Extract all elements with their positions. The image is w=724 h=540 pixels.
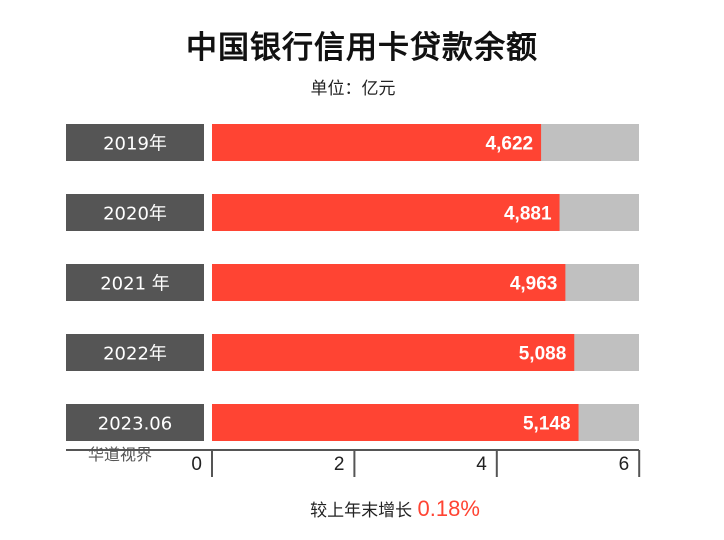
value-label: 4,881 bbox=[504, 204, 552, 225]
x-tick-label: 4 bbox=[476, 454, 487, 475]
category-label: 2022年 bbox=[103, 344, 167, 365]
value-label: 5,088 bbox=[519, 344, 567, 365]
x-tick-label: 6 bbox=[619, 454, 630, 475]
value-label: 4,963 bbox=[510, 274, 558, 295]
category-label: 2021 年 bbox=[100, 274, 170, 295]
growth-note: 较上年末增长 0.18% bbox=[0, 496, 724, 522]
growth-note-label: 较上年末增长 bbox=[310, 501, 412, 521]
category-label: 2020年 bbox=[103, 204, 167, 225]
value-label: 4,622 bbox=[486, 134, 534, 155]
value-label: 5,148 bbox=[523, 414, 571, 435]
x-tick-label: 0 bbox=[191, 454, 202, 475]
category-label: 2019年 bbox=[103, 134, 167, 155]
category-label: 2023.06 bbox=[98, 414, 172, 435]
watermark: 华道视界 bbox=[88, 441, 152, 465]
growth-value: 0.18% bbox=[418, 496, 480, 521]
x-tick-label: 2 bbox=[334, 454, 345, 475]
